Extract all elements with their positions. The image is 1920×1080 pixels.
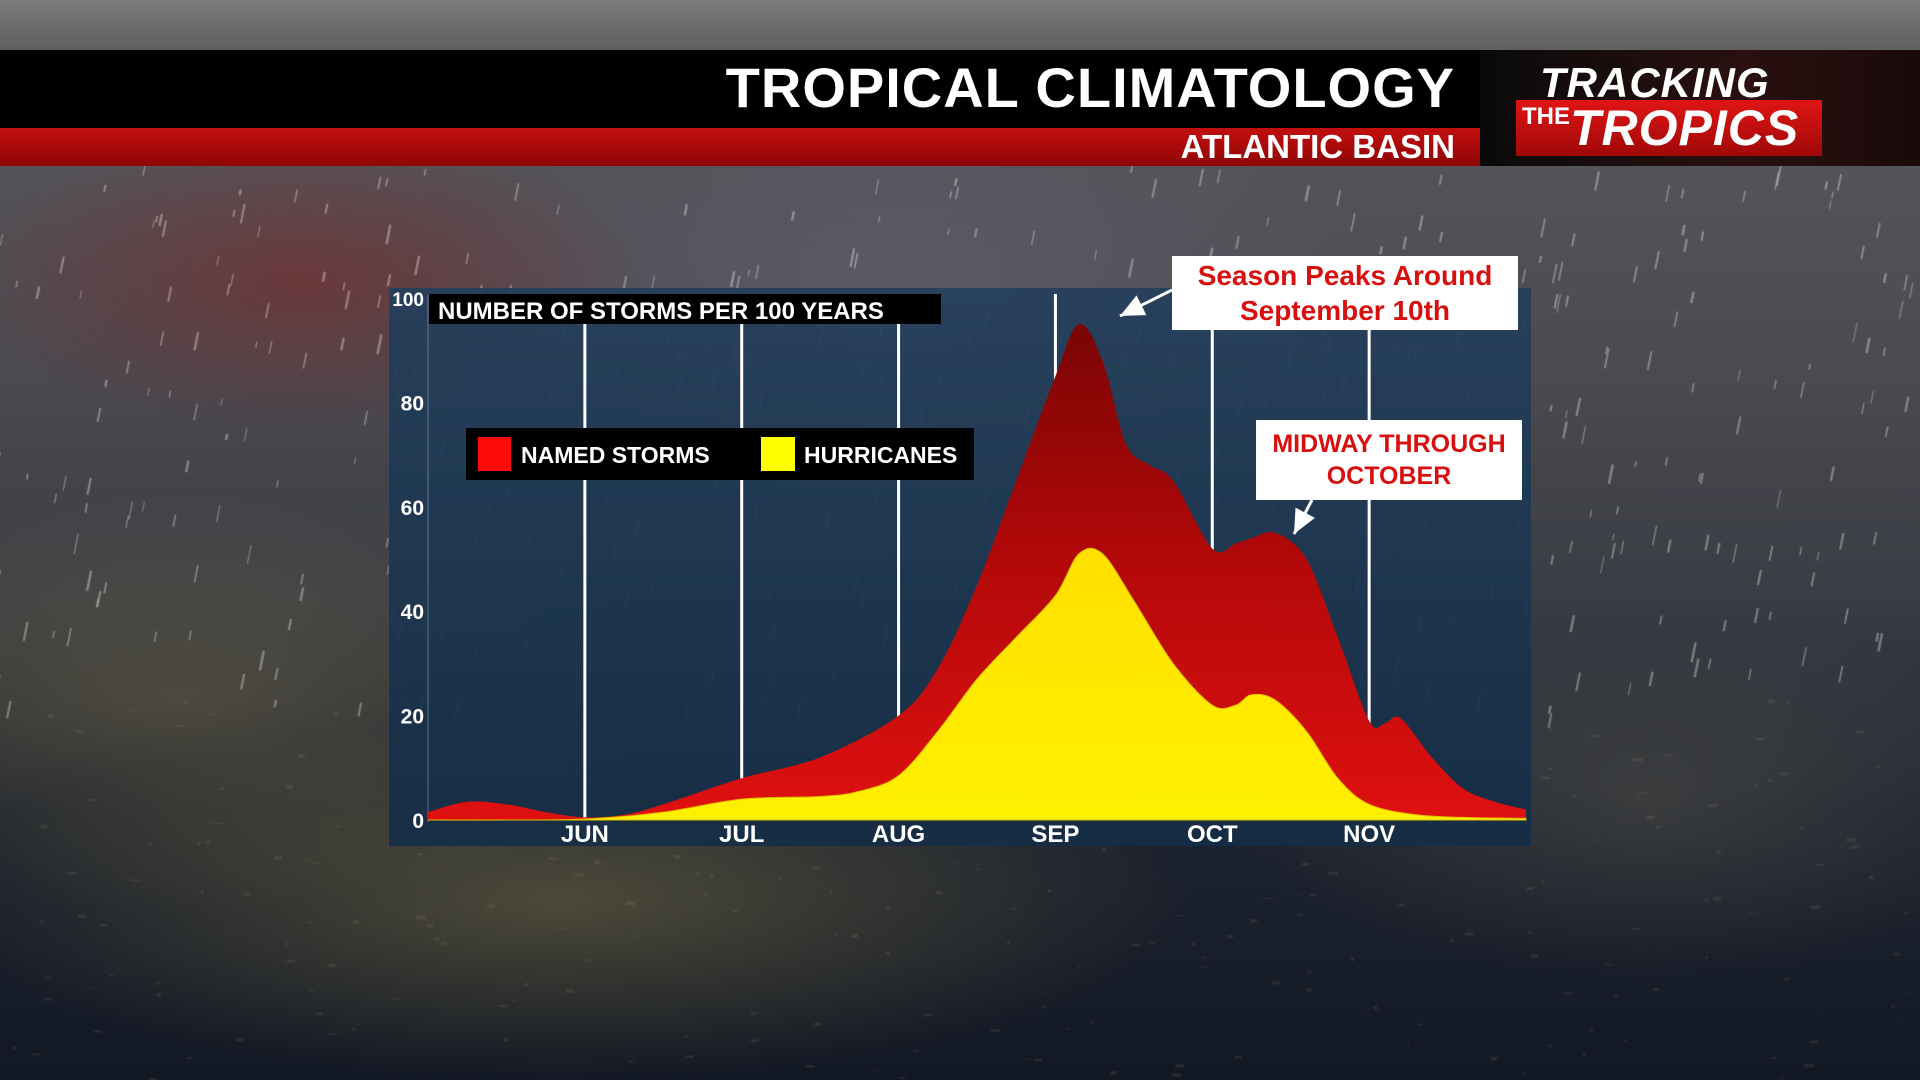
area-hurricanes bbox=[427, 547, 1527, 821]
x-tick-label-jun: JUN bbox=[561, 821, 609, 848]
legend-label-named-storms: NAMED STORMS bbox=[521, 442, 710, 468]
arrow-season-peak-head bbox=[1120, 295, 1147, 316]
callout-october-line1: MIDWAY THROUGH bbox=[1272, 430, 1506, 458]
page-title: TROPICAL CLIMATOLOGY bbox=[725, 56, 1455, 119]
callout-peak-line2: September 10th bbox=[1239, 295, 1451, 326]
callout-season-peak: Season Peaks Around September 10th bbox=[1172, 256, 1518, 330]
y-tick-label-80: 80 bbox=[401, 392, 424, 415]
x-tick-label-jul: JUL bbox=[719, 821, 764, 848]
logo-badge bbox=[1516, 100, 1822, 156]
chart-title: NUMBER OF STORMS PER 100 YEARS bbox=[438, 298, 884, 325]
chart-title-background bbox=[429, 294, 941, 324]
x-tick-label-aug: AUG bbox=[872, 821, 925, 848]
top-strip bbox=[0, 0, 1920, 50]
callout-peak-line1: Season Peaks Around bbox=[1197, 260, 1493, 291]
y-tick-label-20: 20 bbox=[401, 706, 424, 729]
legend-swatch-named-storms bbox=[478, 437, 511, 471]
header-subbar bbox=[0, 128, 1480, 166]
logo-tropics-text: TROPICS bbox=[1570, 100, 1800, 156]
callout-october-line2: OCTOBER bbox=[1326, 462, 1452, 490]
header-bar bbox=[0, 50, 1480, 128]
legend-background bbox=[466, 428, 974, 480]
y-tick-label-100: 100 bbox=[392, 290, 424, 311]
y-tick-label-0: 0 bbox=[412, 810, 424, 833]
y-tick-label-60: 60 bbox=[401, 497, 424, 520]
logo-the-text: THE bbox=[1522, 103, 1570, 130]
x-tick-label-sep: SEP bbox=[1031, 821, 1079, 848]
page-subtitle: ATLANTIC BASIN bbox=[1180, 128, 1455, 165]
legend-label-hurricanes: HURRICANES bbox=[804, 442, 957, 468]
tracking-the-tropics-logo: TRACKING THE TROPICS bbox=[1480, 50, 1920, 166]
legend-swatch-hurricanes bbox=[761, 437, 795, 471]
logo-tracking-text: TRACKING bbox=[1540, 59, 1770, 106]
callout-midway-october: MIDWAY THROUGH OCTOBER bbox=[1256, 420, 1522, 500]
x-tick-label-oct: OCT bbox=[1187, 821, 1238, 848]
y-tick-label-40: 40 bbox=[401, 601, 424, 624]
arrow-midway-october-head bbox=[1294, 507, 1315, 534]
x-tick-label-nov: NOV bbox=[1343, 821, 1395, 848]
